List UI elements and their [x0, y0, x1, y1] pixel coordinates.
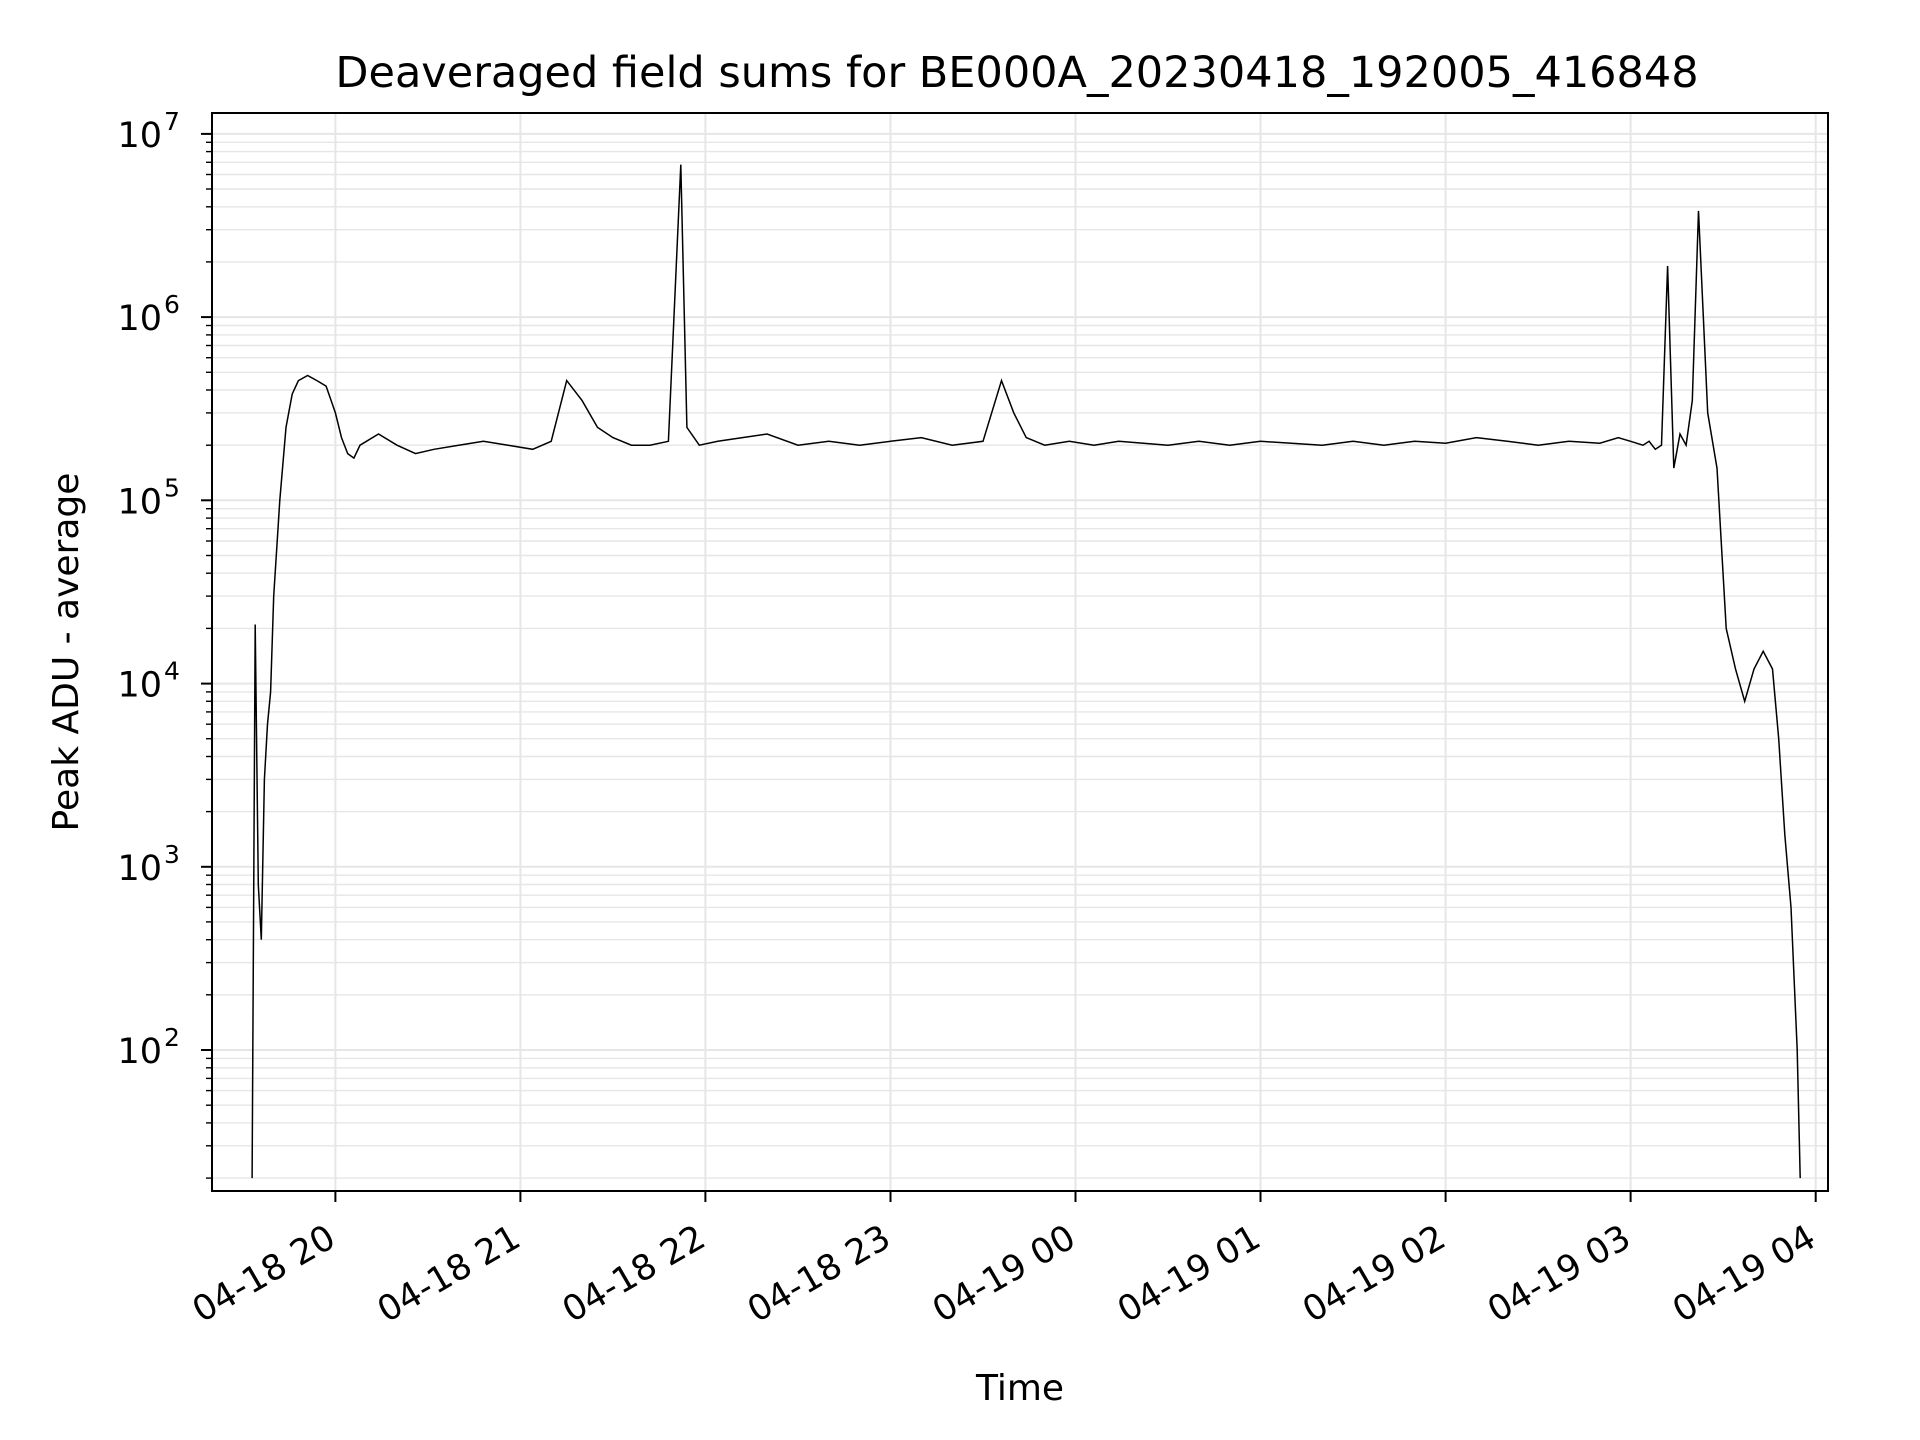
y-tick-exponent: 2 — [164, 1023, 180, 1052]
plot-frame — [211, 112, 1829, 1192]
chart-title: Deaveraged field sums for BE000A_2023041… — [335, 48, 1698, 98]
x-tick-label: 04-18 23 — [741, 1218, 897, 1331]
y-tick-label: 10 — [117, 482, 162, 522]
y-axis-label: Peak ADU - average — [46, 473, 87, 832]
x-tick-label: 04-19 00 — [926, 1218, 1082, 1331]
y-tick-exponent: 6 — [164, 290, 180, 319]
x-tick-label: 04-19 03 — [1481, 1218, 1637, 1331]
x-axis-label: Time — [975, 1368, 1064, 1409]
x-tick-label: 04-19 02 — [1296, 1218, 1452, 1331]
y-tick-exponent: 3 — [164, 840, 180, 869]
y-tick-label: 10 — [117, 666, 162, 706]
x-tick-label: 04-18 22 — [556, 1218, 712, 1331]
x-tick-label: 04-18 20 — [186, 1218, 342, 1331]
y-tick-exponent: 5 — [164, 473, 180, 502]
y-tick-exponent: 4 — [164, 657, 180, 686]
y-tick-exponent: 7 — [164, 107, 180, 136]
gridlines — [212, 113, 1828, 1191]
y-tick-label: 10 — [117, 116, 162, 156]
y-tick-label: 10 — [117, 299, 162, 339]
x-tick-label: 04-18 21 — [371, 1218, 527, 1331]
series-layer — [251, 164, 1801, 1179]
x-tick-label: 04-19 04 — [1666, 1218, 1822, 1331]
x-tick-label: 04-19 01 — [1111, 1218, 1267, 1331]
series-line-0 — [251, 164, 1801, 1179]
x-axis: 04-18 20 04-18 21 04-18 22 04-18 23 04-19 00… — [186, 1191, 1823, 1331]
y-tick-label: 10 — [117, 849, 162, 889]
y-tick-label: 10 — [117, 1032, 162, 1072]
